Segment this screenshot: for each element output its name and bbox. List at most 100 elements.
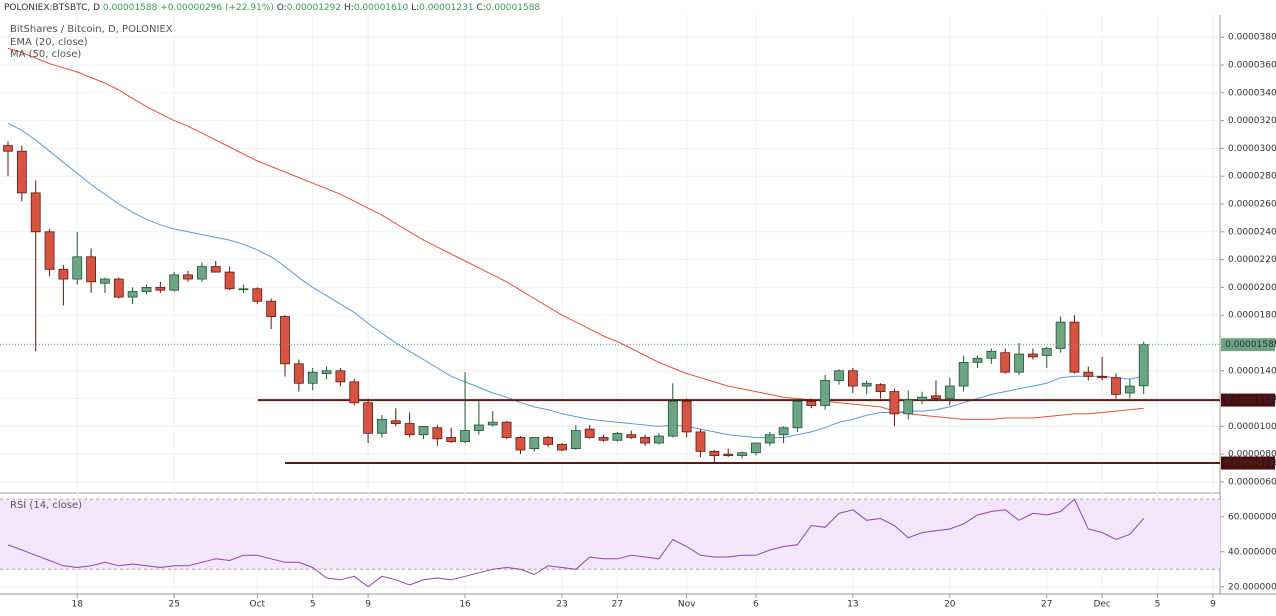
- x-tick-label: 5: [1155, 600, 1161, 610]
- symbol: POLONIEX:BTSBTC, D: [4, 3, 100, 13]
- candle-body: [598, 437, 609, 441]
- candle-body: [16, 150, 27, 194]
- candle-body: [1083, 371, 1094, 377]
- x-tick-label: 20: [944, 600, 956, 610]
- candle-body: [972, 357, 983, 363]
- c-value: 0.00001588: [486, 3, 541, 13]
- c-label: C:: [476, 3, 485, 13]
- candle-body: [418, 425, 429, 436]
- last-price-box: [1221, 338, 1275, 352]
- candle-body: [3, 145, 13, 152]
- chart-title: BitShares / Bitcoin, D, POLONIEX: [10, 24, 173, 35]
- candle-body: [917, 396, 927, 401]
- candle-body: [141, 286, 152, 292]
- candle-body: [681, 400, 692, 433]
- candle-body: [432, 427, 443, 440]
- candle-body: [778, 427, 789, 436]
- x-tick-label: 18: [72, 600, 84, 610]
- candle-body: [1097, 375, 1108, 379]
- candle-body: [723, 453, 734, 456]
- candle-body: [363, 402, 374, 434]
- candle-body: [889, 391, 900, 415]
- h-value: 0.00001610: [354, 3, 409, 13]
- change: +0.00000296 (+22.91%): [160, 3, 274, 13]
- o-label: O:: [277, 3, 287, 13]
- x-tick-label: 13: [847, 600, 858, 610]
- candle-body: [557, 444, 567, 451]
- candle-body: [196, 266, 207, 280]
- level-box: [1221, 456, 1275, 470]
- candle-body: [612, 432, 623, 441]
- level-label: 0.00000736: [1225, 459, 1276, 469]
- candle-body: [1111, 377, 1121, 395]
- candle-body: [875, 384, 886, 393]
- candle-body: [127, 291, 138, 298]
- candle-body: [238, 288, 249, 291]
- candle-body: [695, 431, 706, 452]
- candle-body: [210, 266, 221, 273]
- candle-body: [847, 370, 858, 387]
- candle-body: [626, 434, 637, 438]
- x-tick-label: 16: [459, 600, 471, 610]
- candle-body: [944, 385, 955, 399]
- candle-body: [44, 231, 55, 270]
- x-tick-label: Dec: [1093, 600, 1110, 610]
- candle-body: [155, 286, 166, 291]
- x-tick-label: 23: [556, 600, 567, 610]
- level-label: 0.00001189: [1225, 396, 1276, 406]
- indicator-line: [7, 122, 1144, 438]
- candle-body: [820, 380, 831, 406]
- candle-body: [986, 350, 997, 359]
- candle-body: [1000, 352, 1011, 373]
- rsi-line: [7, 498, 1145, 588]
- candle-body: [349, 381, 360, 404]
- candle-body: [792, 400, 803, 429]
- candle-body: [667, 400, 678, 437]
- candle-body: [570, 430, 581, 449]
- x-tick-label: 27: [1041, 600, 1052, 610]
- candle-body: [529, 437, 540, 449]
- candle-body: [584, 428, 595, 438]
- candle-body: [377, 419, 387, 434]
- candle-body: [86, 256, 96, 283]
- candle-body: [113, 278, 124, 298]
- candle-body: [861, 382, 872, 387]
- candle-body: [903, 399, 914, 415]
- x-tick-label: 25: [168, 600, 179, 610]
- legend-entry: EMA (20, close): [10, 37, 88, 48]
- candle-body: [709, 450, 720, 456]
- candle-body: [654, 435, 664, 444]
- candle-body: [806, 400, 817, 406]
- candle-body: [224, 271, 235, 290]
- candle-body: [473, 424, 484, 431]
- candle-body: [100, 278, 110, 284]
- y-tick-label: 60.000000: [1228, 512, 1276, 522]
- x-tick-label: 5: [310, 600, 316, 610]
- candle-body: [1055, 321, 1066, 349]
- h-label: H:: [344, 3, 354, 13]
- candle-body: [266, 300, 277, 317]
- candle-body: [764, 434, 775, 444]
- rsi-band: [0, 499, 1220, 570]
- candle-body: [252, 288, 263, 302]
- x-tick-label: Nov: [678, 600, 696, 610]
- l-value: 0.00001231: [419, 3, 473, 13]
- candle-body: [30, 192, 41, 233]
- candle-body: [1041, 348, 1052, 356]
- x-tick-label: 9: [365, 600, 371, 610]
- o-value: 0.00001292: [287, 3, 341, 13]
- y-tick-label: 40.000000: [1228, 547, 1276, 557]
- x-tick-label: Oct: [250, 600, 266, 610]
- candle-body: [1028, 353, 1038, 358]
- candle-body: [390, 420, 401, 424]
- candle-body: [280, 316, 290, 365]
